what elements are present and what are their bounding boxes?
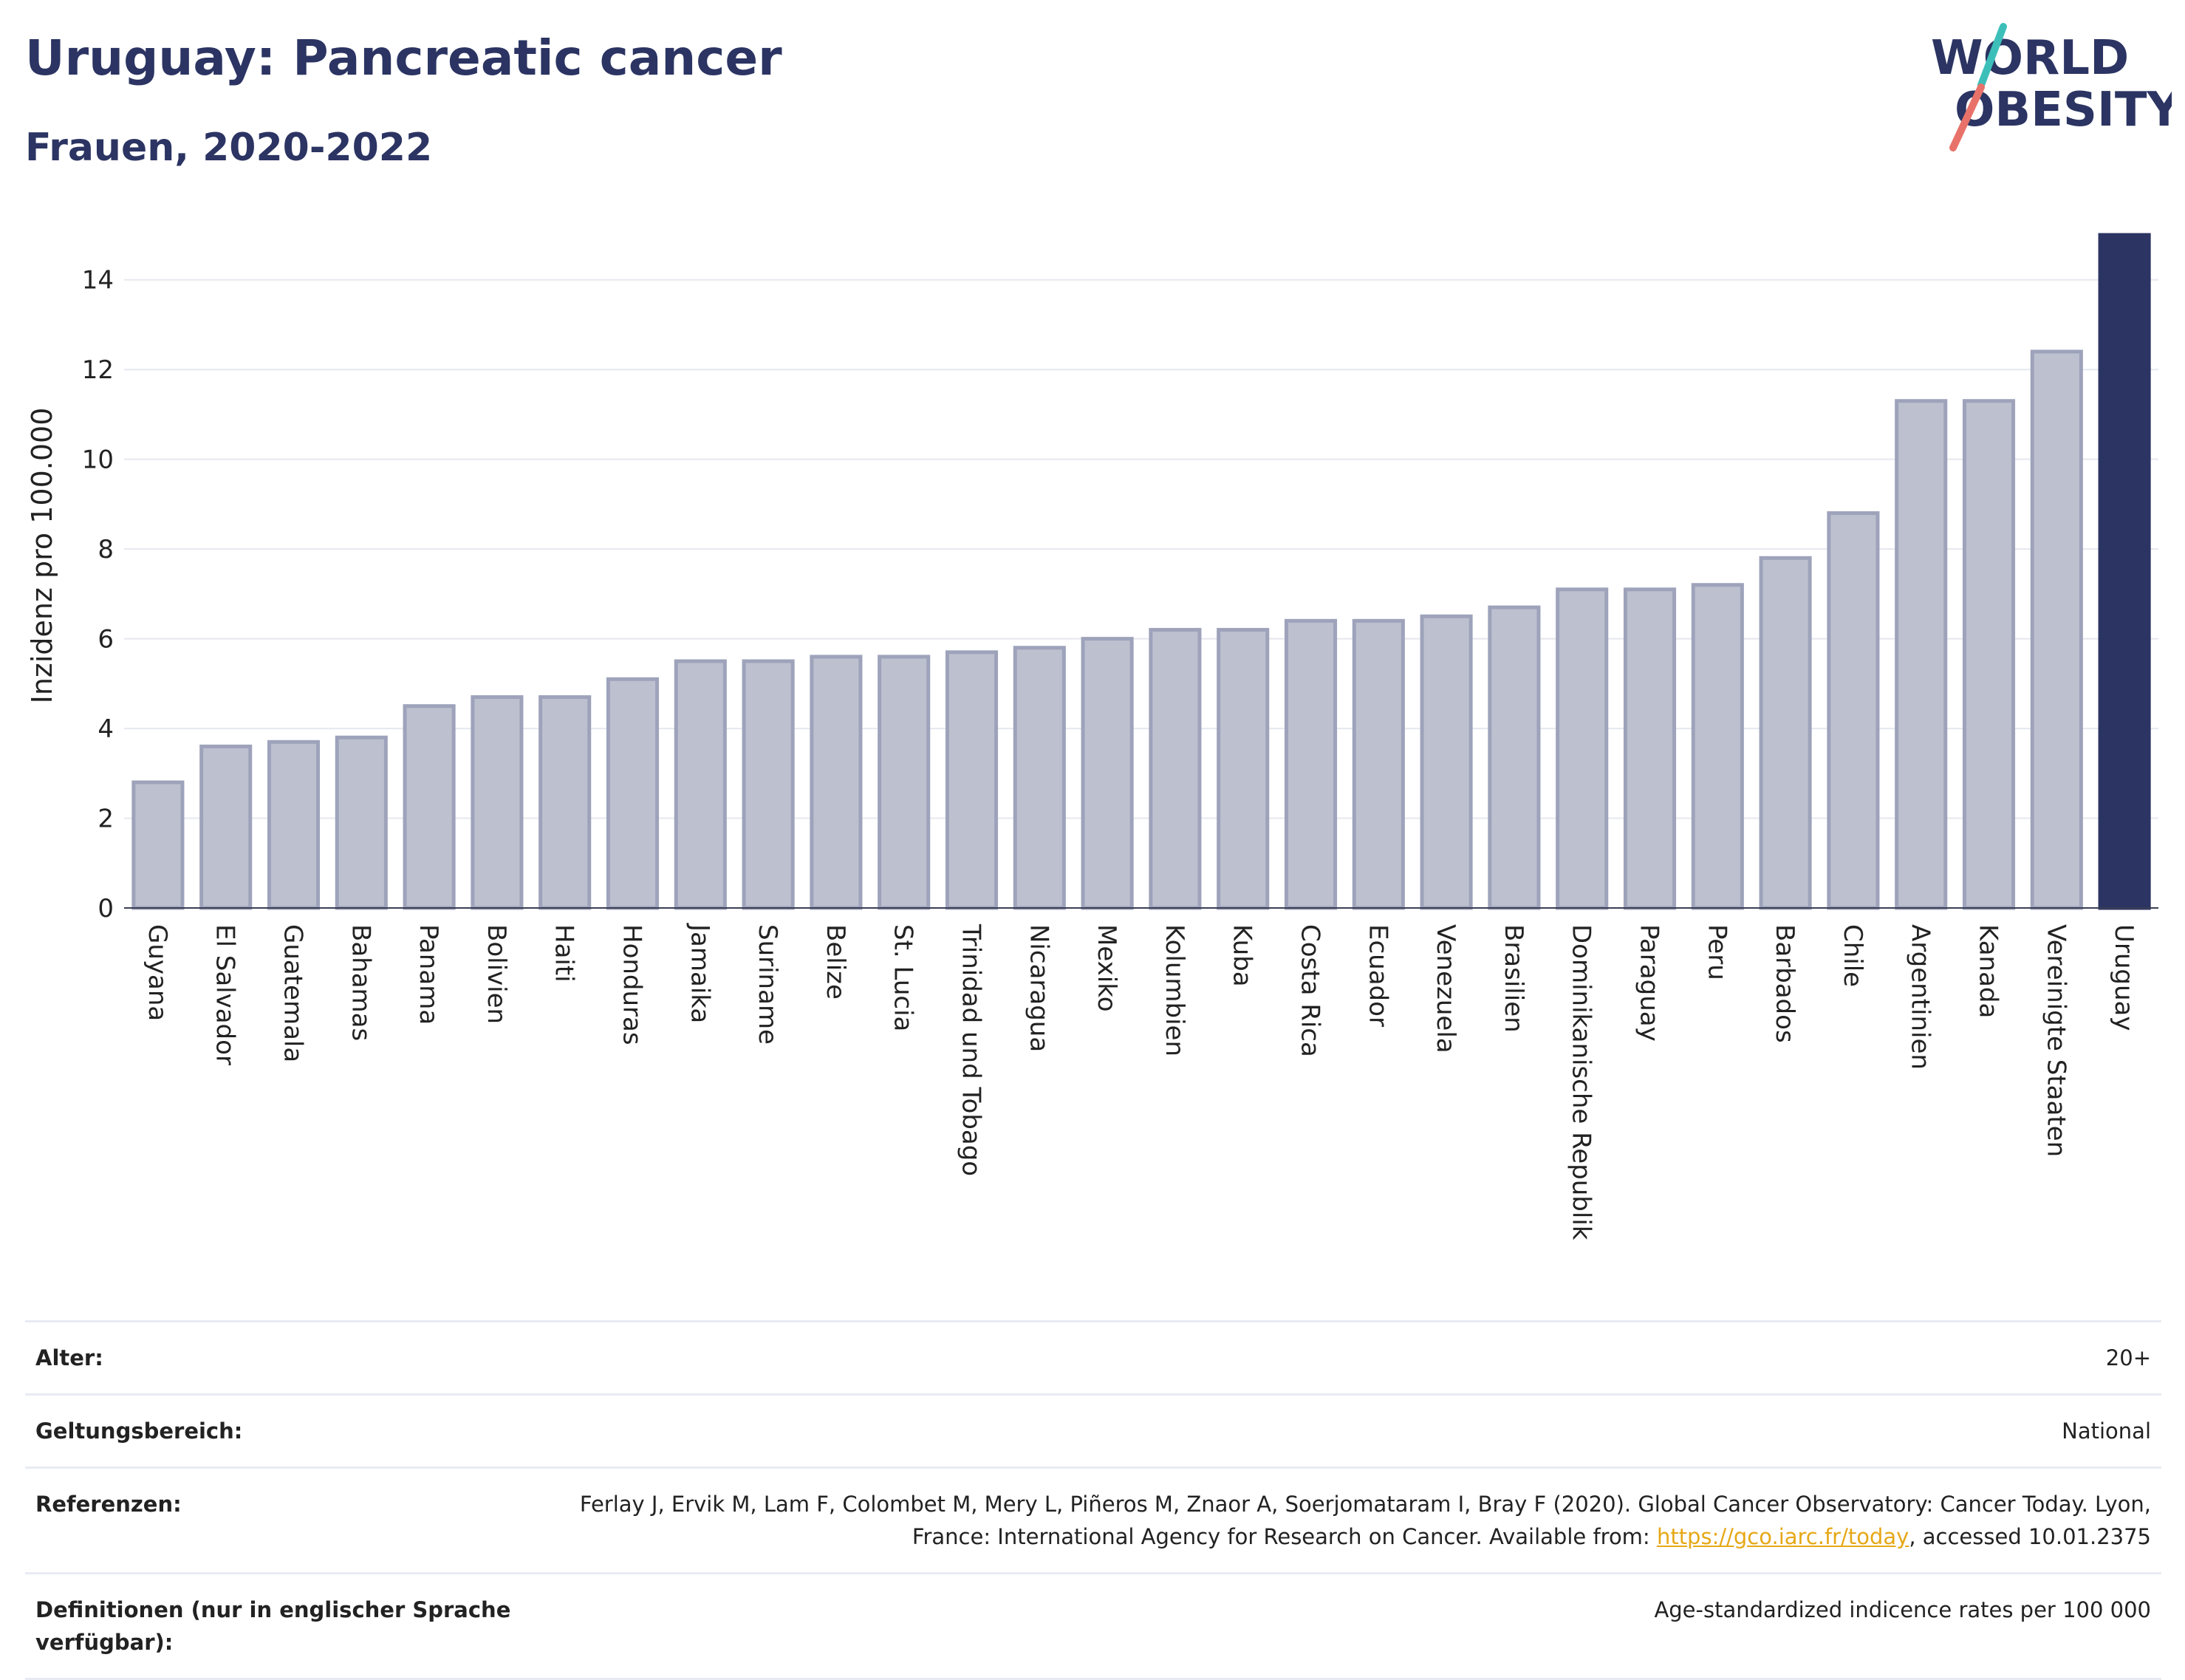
bar-kolumbien (1149, 627, 1202, 910)
y-tick-label: 4 (98, 714, 114, 744)
x-tick-label: Panama (414, 924, 443, 1025)
meta-refs-value: Ferlay J, Ervik M, Lam F, Colombet M, Me… (548, 1468, 2161, 1574)
page-title: Uruguay: Pancreatic cancer (25, 30, 782, 86)
x-tick-label: Jamaika (685, 923, 714, 1023)
metadata-table: Alter: 20+ Geltungsbereich: National Ref… (25, 1320, 2161, 1680)
x-tick-label: Dominikanische Republik (1567, 924, 1596, 1240)
meta-age-label: Alter: (35, 1345, 103, 1370)
bar-belize (810, 655, 863, 910)
x-tick-label: Uruguay (2109, 924, 2138, 1031)
bar-bahamas (335, 735, 388, 910)
x-tick-label: Argentinien (1906, 924, 1935, 1070)
bar-nicaragua (1013, 646, 1066, 910)
meta-row-references: Referenzen: Ferlay J, Ervik M, Lam F, Co… (25, 1467, 2161, 1574)
bar-costa-rica (1284, 618, 1338, 910)
grid-lines (124, 279, 2158, 819)
world-obesity-logo: WORLD OBESITY (1931, 23, 2172, 151)
x-tick-label: Chile (1838, 924, 1867, 987)
bar-vereinigte-staaten (2030, 349, 2083, 910)
bar-peru (1691, 583, 1744, 910)
bar-trinidad-und-tobago (945, 650, 999, 910)
bar-panama (403, 704, 456, 910)
meta-scope-value: National (2062, 1418, 2151, 1444)
x-tick-label: Bahamas (346, 924, 375, 1041)
bar-uruguay (2098, 233, 2151, 910)
bars (131, 233, 2151, 910)
x-tick-label: Peru (1702, 924, 1731, 980)
y-tick-label: 0 (98, 894, 114, 923)
bar-jamaika (674, 659, 727, 910)
y-tick-label: 6 (98, 625, 114, 655)
x-tick-label: Guatemala (278, 924, 308, 1062)
page-subtitle: Frauen, 2020-2022 (25, 126, 433, 170)
x-tick-label: Ecuador (1363, 924, 1392, 1027)
bar-paraguay (1623, 587, 1677, 910)
meta-defs-label: Definitionen (nur in englischer Sprache … (35, 1597, 511, 1655)
bar-chile (1827, 511, 1880, 910)
x-tick-label: Nicaragua (1024, 924, 1053, 1052)
meta-row-age: Alter: 20+ (25, 1321, 2161, 1395)
y-axis-ticks: 0 2 4 6 8 10 12 14 (82, 266, 114, 923)
x-tick-label: Vereinigte Staaten (2041, 924, 2071, 1157)
bar-guatemala (267, 740, 321, 910)
x-tick-label: Belize (821, 924, 850, 1000)
logo-slash-teal (1977, 23, 2007, 89)
meta-scope-label: Geltungsbereich: (35, 1418, 243, 1444)
bar-haiti (538, 695, 592, 910)
bar-bolivien (471, 695, 524, 910)
x-tick-label: Venezuela (1431, 924, 1460, 1054)
bar-mexiko (1081, 637, 1134, 910)
x-tick-label: Honduras (618, 924, 647, 1045)
bar-kanada (1962, 399, 2016, 910)
meta-row-definitions: Definitionen (nur in englischer Sprache … (25, 1573, 2161, 1679)
x-tick-label: Barbados (1770, 924, 1799, 1043)
bar-guyana (131, 780, 185, 910)
bar-brasilien (1488, 605, 1541, 910)
bar-barbados (1759, 556, 1812, 910)
bar-el-salvador (199, 744, 253, 910)
x-tick-label: Haiti (550, 924, 579, 983)
y-tick-label: 10 (82, 445, 114, 475)
x-tick-label: Kolumbien (1160, 924, 1189, 1056)
logo-slash-coral (1949, 83, 1985, 151)
bar-chart: 0 2 4 6 8 10 12 14 Guyana El Salvador Guatemala Ba… (26, 233, 2158, 1240)
meta-defs-value: Age-standardized indicence rates per 100… (1654, 1597, 2151, 1622)
meta-refs-link[interactable]: https://gco.iarc.fr/today (1656, 1524, 1909, 1549)
bar-dominikanische-republik (1556, 587, 1609, 910)
x-tick-label: Kuba (1228, 924, 1257, 987)
x-tick-label: Trinidad und Tobago (957, 923, 986, 1176)
x-tick-label: Paraguay (1635, 924, 1664, 1042)
y-tick-label: 14 (82, 266, 114, 296)
y-tick-label: 8 (98, 535, 114, 564)
y-tick-label: 12 (82, 355, 114, 385)
meta-age-value: 20+ (2105, 1345, 2151, 1370)
x-axis-labels: Guyana El Salvador Guatemala Bahamas Panama B… (143, 923, 2138, 1240)
logo-text-world: WORLD (1931, 31, 2129, 86)
x-tick-label: St. Lucia (889, 924, 918, 1031)
bar-argentinien (1895, 399, 1948, 910)
bar-venezuela (1420, 614, 1473, 910)
x-tick-label: Kanada (1974, 924, 2003, 1018)
x-tick-label: Bolivien (482, 924, 511, 1024)
x-tick-label: Suriname (753, 924, 782, 1045)
y-tick-label: 2 (98, 805, 114, 834)
logo-text-obesity: OBESITY (1955, 83, 2172, 137)
x-tick-label: Guyana (143, 924, 172, 1021)
bar-honduras (606, 677, 660, 910)
bar-st-lucia (878, 655, 931, 910)
x-tick-label: Brasilien (1499, 924, 1528, 1033)
y-axis-label: Inzidenz pro 100.000 (26, 408, 58, 704)
meta-refs-text-2: , accessed 10.01.2375 (1909, 1524, 2151, 1549)
meta-row-scope: Geltungsbereich: National (25, 1394, 2161, 1468)
meta-refs-text-1: Ferlay J, Ervik M, Lam F, Colombet M, Me… (579, 1492, 2151, 1549)
x-tick-label: Mexiko (1092, 924, 1121, 1012)
x-tick-label: El Salvador (211, 924, 240, 1065)
bar-ecuador (1352, 618, 1405, 910)
meta-refs-label: Referenzen: (35, 1492, 182, 1517)
bar-kuba (1217, 627, 1270, 910)
bar-suriname (742, 659, 795, 910)
x-tick-label: Costa Rica (1296, 924, 1325, 1057)
